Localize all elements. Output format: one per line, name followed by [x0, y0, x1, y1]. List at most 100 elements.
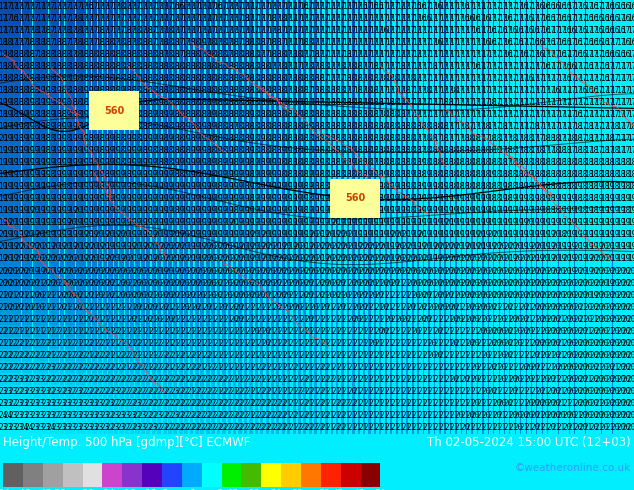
Bar [385, 108, 387, 121]
Text: 21: 21 [326, 387, 335, 396]
Text: 18: 18 [315, 110, 325, 119]
Bar [162, 24, 167, 36]
Text: 18: 18 [294, 158, 303, 167]
Text: 19: 19 [213, 146, 223, 155]
Bar [482, 0, 484, 12]
Text: 18: 18 [616, 158, 625, 167]
Bar [195, 277, 199, 289]
Text: 22: 22 [3, 375, 13, 384]
Bar [428, 84, 430, 97]
Bar [174, 48, 178, 60]
Text: 19: 19 [89, 122, 99, 131]
Bar [43, 253, 48, 265]
Text: 20: 20 [165, 279, 174, 288]
Bar [412, 36, 414, 48]
Text: 19: 19 [616, 230, 625, 240]
Bar [271, 241, 274, 253]
Text: 20: 20 [578, 375, 588, 384]
Bar [260, 132, 263, 145]
Bar [11, 205, 16, 217]
Text: 20: 20 [358, 254, 367, 264]
Text: 21: 21 [401, 339, 410, 348]
Text: 18: 18 [278, 122, 287, 131]
Bar [130, 410, 134, 421]
Text: 21: 21 [25, 327, 34, 336]
Bar [141, 313, 145, 325]
Text: 21: 21 [197, 363, 206, 372]
Bar [460, 386, 462, 397]
Text: 20: 20 [503, 303, 512, 312]
Text: 20: 20 [143, 303, 152, 312]
Bar [466, 229, 467, 241]
Bar [460, 121, 462, 132]
Bar [472, 24, 473, 36]
Text: 18: 18 [165, 25, 174, 35]
Bar [211, 108, 215, 121]
Bar [504, 0, 505, 12]
Text: 17: 17 [493, 14, 501, 23]
Bar [281, 217, 285, 229]
Text: 20: 20 [493, 411, 501, 420]
Text: 21: 21 [417, 339, 427, 348]
Text: 21: 21 [68, 315, 77, 324]
Text: 18: 18 [320, 98, 330, 107]
Text: 22: 22 [138, 387, 147, 396]
Text: 20: 20 [207, 291, 217, 299]
Bar [260, 72, 263, 84]
Bar [32, 289, 37, 301]
Text: 18: 18 [450, 158, 458, 167]
Text: 21: 21 [422, 387, 432, 396]
Text: 21: 21 [347, 303, 356, 312]
Bar [423, 277, 424, 289]
Bar [119, 362, 124, 373]
Text: 18: 18 [159, 134, 169, 143]
Bar [271, 157, 274, 169]
Text: 19: 19 [46, 219, 56, 227]
Bar [542, 24, 543, 36]
Text: 16: 16 [621, 49, 631, 59]
Bar [152, 132, 156, 145]
Bar [6, 265, 11, 277]
Bar [547, 362, 548, 373]
Text: 20: 20 [235, 291, 243, 299]
Bar [16, 373, 22, 386]
Text: 19: 19 [557, 243, 566, 251]
Bar [43, 181, 48, 193]
Text: 19: 19 [159, 219, 169, 227]
Bar [498, 0, 500, 12]
Bar [482, 205, 484, 217]
Text: 20: 20 [455, 254, 464, 264]
Text: 21: 21 [170, 339, 179, 348]
Bar [515, 0, 516, 12]
Text: 21: 21 [299, 351, 308, 360]
Bar [488, 181, 489, 193]
Text: 18: 18 [396, 110, 405, 119]
Text: 22: 22 [202, 387, 212, 396]
Bar [206, 241, 210, 253]
Bar [60, 121, 65, 132]
Bar [195, 72, 199, 84]
Bar [347, 277, 349, 289]
Text: 20: 20 [396, 267, 405, 275]
Bar [206, 145, 210, 157]
Bar [184, 229, 188, 241]
Text: 19: 19 [181, 158, 190, 167]
Bar [174, 193, 178, 205]
Bar [428, 157, 430, 169]
Bar [325, 313, 328, 325]
Bar [6, 193, 11, 205]
Text: 20: 20 [30, 291, 39, 299]
Bar [374, 205, 376, 217]
Bar [190, 265, 193, 277]
Text: 20: 20 [406, 267, 416, 275]
Bar [130, 386, 134, 397]
Bar [504, 12, 505, 24]
Bar [406, 193, 408, 205]
Text: 18: 18 [116, 38, 126, 47]
Text: 18: 18 [562, 182, 571, 191]
Text: 19: 19 [391, 182, 399, 191]
Text: 21: 21 [514, 351, 523, 360]
Text: 18: 18 [605, 170, 614, 179]
Text: 18: 18 [0, 86, 8, 95]
Text: 20: 20 [267, 267, 276, 275]
